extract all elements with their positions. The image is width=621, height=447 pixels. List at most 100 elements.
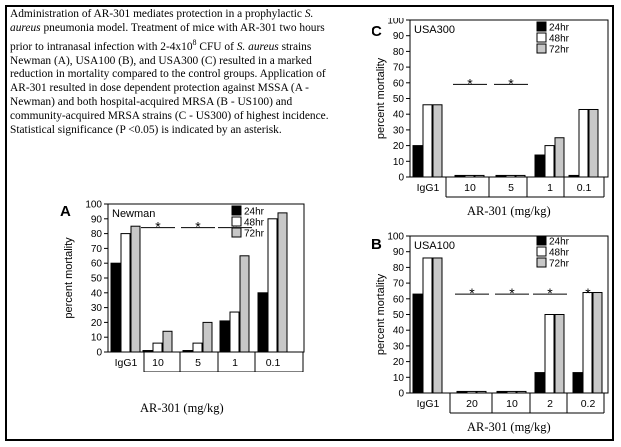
- bar: [544, 314, 555, 394]
- bar: [422, 104, 433, 178]
- y-tick-label: 10: [393, 157, 405, 168]
- legend-swatch: [536, 32, 547, 43]
- bar: [534, 154, 545, 178]
- y-axis-label: percent mortality: [63, 237, 75, 319]
- significance-asterisk: *: [508, 75, 514, 91]
- bar: [432, 104, 443, 178]
- legend-label: 72hr: [549, 45, 570, 56]
- bar: [474, 174, 485, 178]
- bar: [422, 257, 433, 394]
- significance-asterisk: *: [547, 285, 553, 301]
- figure-caption: Administration of AR-301 mediates protec…: [10, 8, 345, 138]
- chart-title: USA100: [414, 240, 455, 252]
- y-tick-label: 70: [393, 279, 405, 290]
- y-tick-label: 90: [393, 247, 405, 258]
- bar: [229, 311, 240, 353]
- bar: [432, 257, 443, 394]
- legend-swatch: [536, 257, 547, 268]
- y-tick-label: 100: [387, 232, 404, 243]
- xlabel-usa300: AR-301 (mg/kg): [467, 204, 551, 218]
- caption-text-2: pneumonia model. Treatment of mice with …: [10, 21, 325, 53]
- chart-newman: A Newman 0 10 20 30 40 50 60 70 80 90 100 percent mor…: [60, 200, 305, 372]
- y-tick-label: 0: [398, 173, 404, 184]
- legend-label: 48hr: [549, 248, 570, 259]
- bar: [162, 330, 173, 353]
- y-tick-label: 100: [85, 200, 102, 211]
- bar: [578, 108, 589, 178]
- x-tick-label: 10: [506, 398, 518, 410]
- y-axis-label: percent mortality: [375, 273, 387, 355]
- bar: [412, 145, 423, 178]
- y-tick-label: 70: [91, 244, 103, 255]
- x-tick-label: 1: [547, 182, 553, 194]
- bar: [110, 262, 121, 353]
- bar: [456, 390, 467, 394]
- x-tick-label: 10: [152, 357, 164, 369]
- y-tick-label: 10: [393, 373, 405, 384]
- caption-text-3: CFU of: [196, 40, 237, 53]
- significance-asterisk: *: [232, 219, 238, 235]
- y-tick-label: 80: [393, 263, 405, 274]
- y-tick-label: 50: [393, 310, 405, 321]
- xlabel-newman: AR-301 (mg/kg): [140, 401, 224, 415]
- y-tick-label: 80: [91, 229, 103, 240]
- significance-asterisk: *: [467, 75, 473, 91]
- caption-organism-2: S. aureus: [236, 40, 279, 53]
- bar: [182, 350, 193, 353]
- y-tick-label: 30: [393, 125, 405, 136]
- y-tick-label: 90: [393, 31, 405, 42]
- x-tick-label: 0.1: [577, 182, 592, 194]
- chart-title: USA300: [414, 24, 455, 36]
- significance-asterisk: *: [155, 219, 161, 235]
- bar: [130, 225, 141, 353]
- bar: [568, 174, 579, 178]
- bar: [534, 372, 545, 394]
- caption-superscript: 8: [192, 37, 197, 47]
- y-tick-label: 40: [91, 288, 103, 299]
- panel-letter: C: [372, 23, 382, 40]
- bar: [515, 174, 526, 178]
- x-tick-label: IgG1: [417, 182, 440, 194]
- bar: [239, 255, 250, 353]
- legend-label: 24hr: [549, 237, 570, 248]
- xlabel-usa100: AR-301 (mg/kg): [467, 420, 551, 434]
- bar: [202, 321, 213, 353]
- y-tick-label: 70: [393, 63, 405, 74]
- y-tick-label: 0: [96, 348, 102, 359]
- bar: [257, 292, 268, 353]
- bar: [219, 320, 230, 353]
- legend-swatch: [536, 235, 547, 246]
- bar: [412, 293, 423, 394]
- y-tick-label: 20: [91, 318, 103, 329]
- bar: [505, 174, 516, 178]
- panel-letter: B: [372, 236, 382, 253]
- x-tick-label: 0.1: [266, 357, 281, 369]
- caption-text-1: Administration of AR-301 mediates protec…: [10, 8, 305, 20]
- y-tick-label: 80: [393, 47, 405, 58]
- bar: [496, 390, 507, 394]
- y-tick-label: 40: [393, 110, 405, 121]
- y-tick-label: 40: [393, 326, 405, 337]
- bar: [516, 390, 527, 394]
- panel-letter: A: [60, 203, 71, 220]
- chart-title: Newman: [112, 208, 155, 220]
- bar: [544, 145, 555, 178]
- y-tick-label: 0: [398, 389, 404, 400]
- legend-label: 24hr: [549, 23, 570, 34]
- legend-swatch: [231, 227, 242, 238]
- bar: [142, 350, 153, 353]
- bar: [582, 292, 593, 394]
- x-tick-label: 0.2: [581, 398, 596, 410]
- bar: [267, 218, 278, 353]
- bar: [572, 372, 583, 394]
- bar: [464, 174, 475, 178]
- x-tick-label: IgG1: [417, 398, 440, 410]
- legend-label: 48hr: [244, 218, 265, 229]
- legend-swatch: [536, 246, 547, 257]
- bar: [466, 390, 477, 394]
- y-tick-label: 50: [91, 274, 103, 285]
- y-tick-label: 60: [91, 259, 103, 270]
- chart-usa100: B USA100 0 10 20 30 40 50 60 70 80 90 100 percent mor…: [372, 232, 609, 414]
- significance-asterisk: *: [469, 285, 475, 301]
- y-tick-label: 10: [91, 333, 103, 344]
